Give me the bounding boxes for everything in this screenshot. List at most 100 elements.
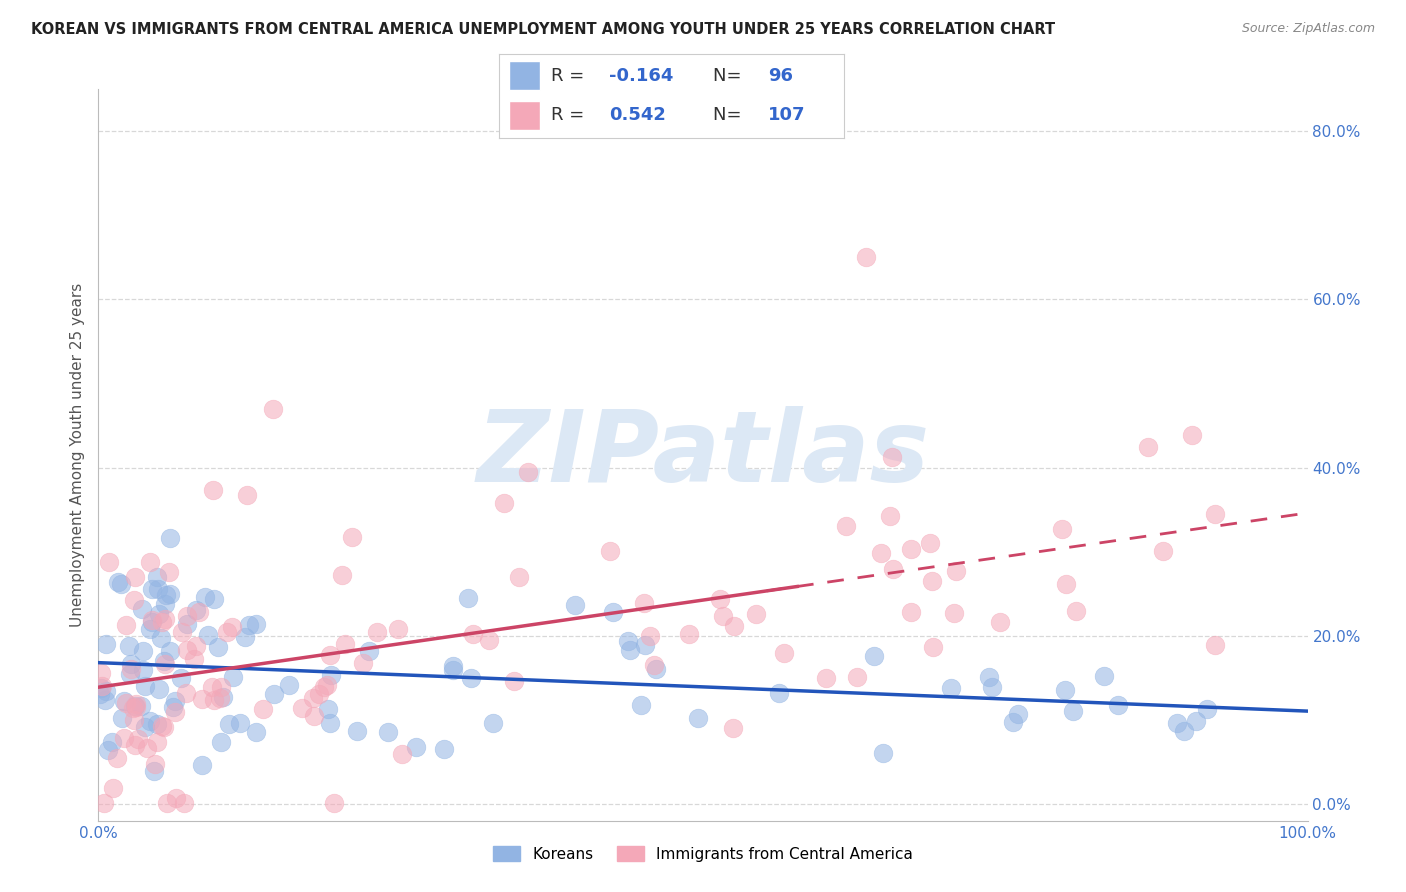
Point (1173, 723, 1195, 738)
Point (945, 564, 967, 578)
Point (352, 656, 374, 670)
Legend: Koreans, Immigrants from Central America: Koreans, Immigrants from Central America (486, 839, 920, 868)
Point (120, 657, 142, 671)
Text: ZIPatlas: ZIPatlas (477, 407, 929, 503)
Point (143, 764, 166, 778)
Point (1054, 576, 1077, 591)
Point (391, 747, 413, 761)
Point (122, 713, 145, 727)
Point (645, 662, 668, 676)
Point (1204, 507, 1226, 521)
Point (478, 632, 501, 647)
Point (1185, 714, 1208, 729)
Point (1204, 639, 1226, 653)
Point (633, 596, 655, 610)
Point (209, 680, 232, 694)
Point (882, 450, 904, 464)
Point (94, 684, 117, 698)
Point (153, 721, 176, 735)
Point (263, 687, 285, 701)
Point (711, 608, 734, 623)
Point (132, 663, 155, 677)
Point (122, 592, 145, 607)
Point (153, 612, 176, 626)
Point (136, 741, 159, 756)
Text: N=: N= (713, 106, 747, 124)
Point (387, 623, 409, 637)
Point (1181, 428, 1204, 442)
Point (291, 700, 314, 714)
Point (319, 715, 342, 730)
Point (156, 796, 179, 810)
Point (115, 617, 138, 632)
Y-axis label: Unemployment Among Youth under 25 years: Unemployment Among Youth under 25 years (69, 283, 84, 627)
Point (101, 735, 124, 749)
Point (900, 542, 922, 557)
Point (162, 699, 184, 714)
Point (872, 746, 894, 760)
Point (124, 738, 146, 752)
Point (118, 667, 141, 681)
Point (238, 617, 260, 632)
Point (150, 631, 173, 645)
Point (148, 682, 170, 697)
Point (768, 686, 790, 700)
Point (209, 735, 232, 749)
Point (201, 680, 224, 694)
Point (599, 543, 621, 558)
Point (709, 592, 731, 607)
Point (97, 743, 120, 757)
Text: 0.542: 0.542 (609, 106, 666, 124)
Point (834, 519, 856, 533)
Point (93, 796, 115, 810)
Point (516, 466, 538, 480)
Point (302, 709, 325, 723)
Point (319, 648, 342, 662)
Point (153, 657, 176, 672)
Point (159, 532, 181, 546)
Point (187, 605, 209, 619)
Point (97, 555, 120, 569)
Point (215, 625, 238, 640)
Point (159, 586, 181, 600)
Point (139, 623, 162, 637)
Point (134, 720, 156, 734)
Point (107, 575, 129, 590)
Point (277, 678, 299, 692)
Point (1166, 715, 1188, 730)
Point (312, 681, 335, 695)
Point (252, 702, 274, 716)
Point (143, 757, 166, 772)
Point (1195, 702, 1218, 716)
Point (638, 629, 661, 643)
Point (503, 674, 526, 689)
Point (114, 696, 136, 710)
Point (245, 725, 267, 739)
Point (150, 615, 173, 629)
Point (357, 644, 380, 658)
Point (176, 617, 198, 632)
Point (918, 536, 941, 550)
Point (111, 711, 134, 725)
Point (921, 640, 943, 654)
Point (129, 698, 152, 713)
Text: KOREAN VS IMMIGRANTS FROM CENTRAL AMERICA UNEMPLOYMENT AMONG YOUTH UNDER 25 YEAR: KOREAN VS IMMIGRANTS FROM CENTRAL AMERIC… (31, 22, 1054, 37)
Point (184, 603, 207, 617)
FancyBboxPatch shape (509, 101, 540, 130)
Point (457, 591, 479, 605)
Point (89, 687, 111, 701)
Text: Source: ZipAtlas.com: Source: ZipAtlas.com (1241, 22, 1375, 36)
Point (94, 693, 117, 707)
Point (301, 690, 323, 705)
Point (333, 637, 356, 651)
Point (105, 750, 128, 764)
Point (146, 582, 169, 596)
Point (139, 555, 162, 569)
Point (148, 607, 170, 622)
Point (174, 686, 197, 700)
Point (150, 719, 173, 733)
Point (688, 711, 710, 725)
Point (346, 724, 368, 739)
Point (1062, 704, 1084, 718)
Point (619, 642, 641, 657)
